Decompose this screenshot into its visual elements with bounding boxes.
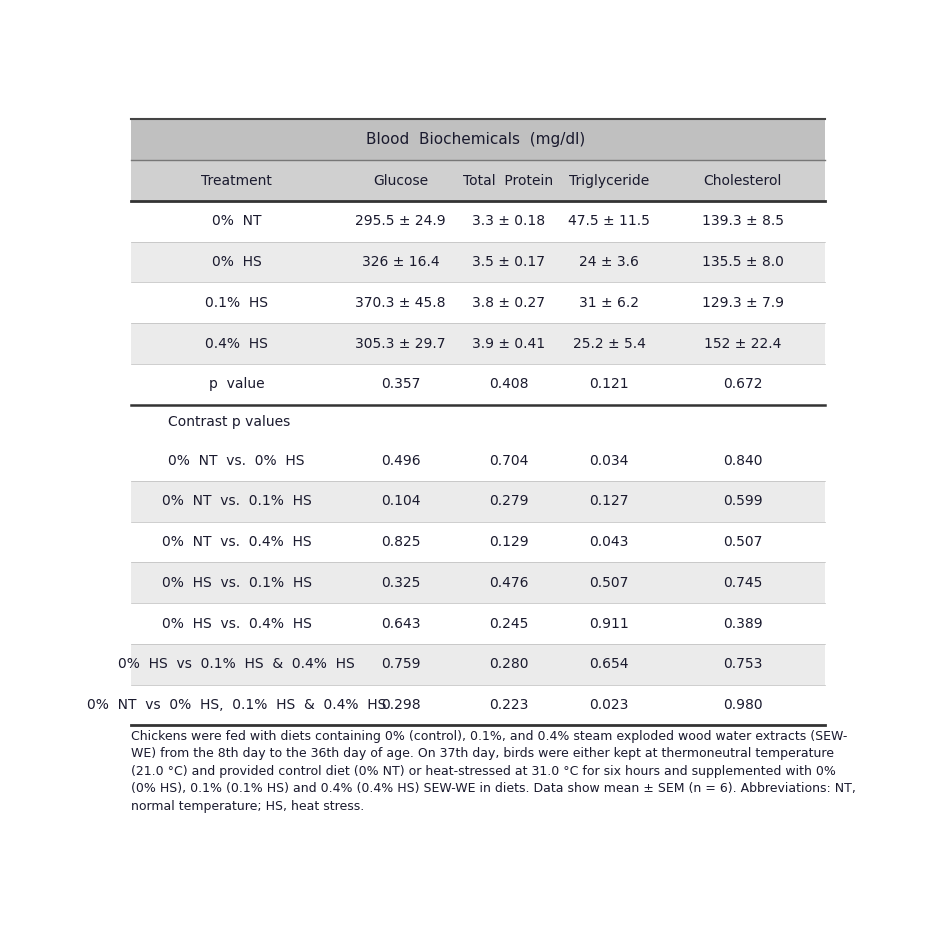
- Text: Glucose: Glucose: [372, 174, 428, 188]
- Text: 0.121: 0.121: [589, 377, 628, 391]
- Bar: [130, 242, 824, 282]
- Text: 0%  NT  vs.  0.4%  HS: 0% NT vs. 0.4% HS: [161, 535, 311, 549]
- Text: 0.507: 0.507: [722, 535, 761, 549]
- Text: 3.8 ± 0.27: 3.8 ± 0.27: [471, 296, 545, 310]
- Text: Blood  Biochemicals  (mg/dl): Blood Biochemicals (mg/dl): [366, 133, 586, 148]
- Text: 135.5 ± 8.0: 135.5 ± 8.0: [701, 255, 782, 269]
- Text: 129.3 ± 7.9: 129.3 ± 7.9: [701, 296, 782, 310]
- Text: 139.3 ± 8.5: 139.3 ± 8.5: [701, 214, 782, 228]
- Text: 3.3 ± 0.18: 3.3 ± 0.18: [471, 214, 545, 228]
- Text: 0.104: 0.104: [380, 494, 419, 508]
- Text: 31 ± 6.2: 31 ± 6.2: [579, 296, 638, 310]
- Text: 0.599: 0.599: [722, 494, 762, 508]
- Text: 0.245: 0.245: [488, 616, 528, 630]
- Text: 3.5 ± 0.17: 3.5 ± 0.17: [471, 255, 545, 269]
- Text: 0%  HS: 0% HS: [212, 255, 262, 269]
- Text: 0.496: 0.496: [380, 454, 419, 468]
- Text: 3.9 ± 0.41: 3.9 ± 0.41: [471, 336, 545, 350]
- Text: 0.759: 0.759: [380, 658, 419, 672]
- Bar: [130, 323, 824, 364]
- Text: 0.825: 0.825: [380, 535, 419, 549]
- Text: 0.389: 0.389: [722, 616, 762, 630]
- Text: Triglyceride: Triglyceride: [569, 174, 649, 188]
- Text: 0.408: 0.408: [488, 377, 528, 391]
- Text: Treatment: Treatment: [201, 174, 272, 188]
- Text: 0.1%  HS: 0.1% HS: [205, 296, 268, 310]
- Bar: [130, 161, 824, 201]
- Text: 0.023: 0.023: [589, 698, 628, 712]
- Bar: [130, 522, 824, 562]
- Text: 0.476: 0.476: [488, 575, 528, 589]
- Text: 0.745: 0.745: [722, 575, 761, 589]
- Text: 152 ± 22.4: 152 ± 22.4: [703, 336, 780, 350]
- Text: 0.280: 0.280: [488, 658, 528, 672]
- Text: 0%  NT: 0% NT: [212, 214, 261, 228]
- Text: 0.043: 0.043: [589, 535, 628, 549]
- Text: 0.129: 0.129: [488, 535, 528, 549]
- Text: Total  Protein: Total Protein: [463, 174, 553, 188]
- Text: Cholesterol: Cholesterol: [702, 174, 780, 188]
- Bar: [130, 120, 824, 161]
- Bar: [130, 440, 824, 481]
- Text: 0%  HS  vs.  0.1%  HS: 0% HS vs. 0.1% HS: [161, 575, 312, 589]
- Text: Chickens were fed with diets containing 0% (control), 0.1%, and 0.4% steam explo: Chickens were fed with diets containing …: [130, 729, 855, 813]
- Text: 25.2 ± 5.4: 25.2 ± 5.4: [573, 336, 645, 350]
- Text: 0.298: 0.298: [380, 698, 419, 712]
- Text: 0.753: 0.753: [722, 658, 761, 672]
- Bar: [130, 481, 824, 522]
- Text: 0%  NT  vs  0%  HS,  0.1%  HS  &  0.4%  HS: 0% NT vs 0% HS, 0.1% HS & 0.4% HS: [87, 698, 386, 712]
- Text: 0.034: 0.034: [589, 454, 628, 468]
- Text: p  value: p value: [209, 377, 264, 391]
- Text: 0.704: 0.704: [488, 454, 528, 468]
- Text: 47.5 ± 11.5: 47.5 ± 11.5: [568, 214, 650, 228]
- Bar: [130, 282, 824, 323]
- Bar: [130, 201, 824, 242]
- Text: 295.5 ± 24.9: 295.5 ± 24.9: [354, 214, 445, 228]
- Bar: [130, 603, 824, 644]
- Bar: [130, 404, 824, 440]
- Text: 0.223: 0.223: [488, 698, 528, 712]
- Bar: [130, 562, 824, 603]
- Text: 0%  NT  vs.  0.1%  HS: 0% NT vs. 0.1% HS: [161, 494, 311, 508]
- Text: 0.643: 0.643: [380, 616, 419, 630]
- Text: 0.357: 0.357: [380, 377, 419, 391]
- Text: 0%  HS  vs.  0.4%  HS: 0% HS vs. 0.4% HS: [161, 616, 311, 630]
- Bar: [130, 644, 824, 685]
- Text: 0%  NT  vs.  0%  HS: 0% NT vs. 0% HS: [168, 454, 304, 468]
- Text: 0.840: 0.840: [722, 454, 762, 468]
- Text: 0.980: 0.980: [722, 698, 762, 712]
- Text: 326 ± 16.4: 326 ± 16.4: [361, 255, 439, 269]
- Bar: [130, 364, 824, 404]
- Text: 370.3 ± 45.8: 370.3 ± 45.8: [354, 296, 445, 310]
- Text: 0.325: 0.325: [380, 575, 419, 589]
- Bar: [130, 685, 824, 726]
- Text: 0%  HS  vs  0.1%  HS  &  0.4%  HS: 0% HS vs 0.1% HS & 0.4% HS: [118, 658, 354, 672]
- Text: 0.507: 0.507: [589, 575, 628, 589]
- Text: 0.672: 0.672: [722, 377, 762, 391]
- Text: 305.3 ± 29.7: 305.3 ± 29.7: [354, 336, 445, 350]
- Text: 0.4%  HS: 0.4% HS: [205, 336, 268, 350]
- Text: 0.279: 0.279: [488, 494, 528, 508]
- Text: 0.911: 0.911: [588, 616, 628, 630]
- Text: 24 ± 3.6: 24 ± 3.6: [579, 255, 638, 269]
- Text: Contrast p values: Contrast p values: [168, 416, 290, 430]
- Text: 0.127: 0.127: [589, 494, 628, 508]
- Text: 0.654: 0.654: [589, 658, 628, 672]
